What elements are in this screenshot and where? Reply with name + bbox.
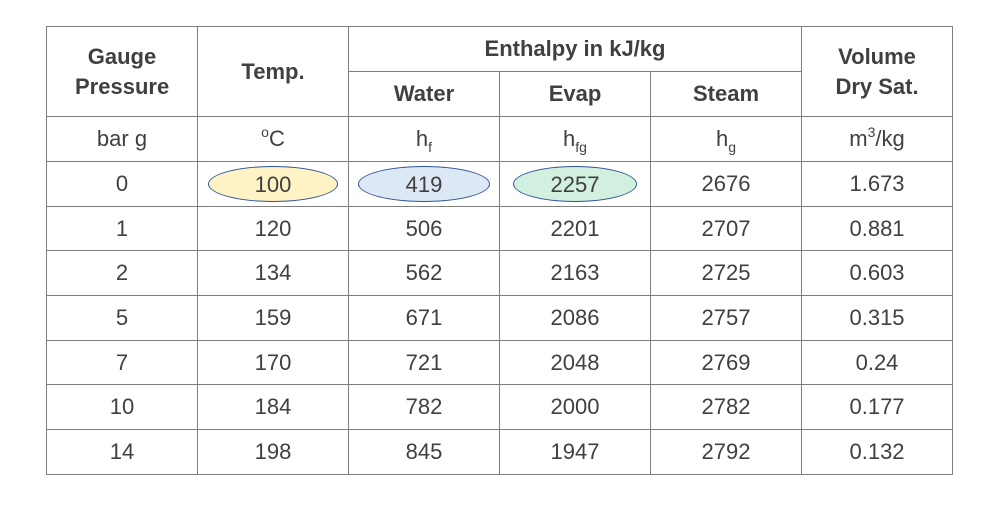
cell-volume: 0.315 xyxy=(801,295,954,341)
cell-water: 721 xyxy=(348,339,500,386)
cell-evap: 2086 xyxy=(499,295,651,341)
cell-temp: 120 xyxy=(197,205,349,252)
header-evap: Evap xyxy=(499,71,651,117)
highlight-oval-evap: 2257 xyxy=(513,165,637,202)
cell-evap: 2257 xyxy=(499,161,651,207)
highlight-oval-temp: 100 xyxy=(208,165,338,202)
cell-volume: 1.673 xyxy=(801,161,954,207)
table-row: 1 120 506 2201 2707 0.881 xyxy=(46,205,954,252)
cell-volume: 0.177 xyxy=(801,384,954,431)
cell-temp: 134 xyxy=(197,250,349,297)
unit-hf: hf xyxy=(348,116,500,162)
header-temp: Temp. xyxy=(197,26,349,117)
cell-water: 419 xyxy=(348,161,500,207)
cell-water: 506 xyxy=(348,205,500,252)
table-row: 2 134 562 2163 2725 0.603 xyxy=(46,250,954,297)
unit-temp: oC xyxy=(197,116,349,162)
cell-temp: 198 xyxy=(197,429,349,475)
cell-steam: 2792 xyxy=(649,429,803,475)
cell-temp: 159 xyxy=(197,295,349,341)
cell-volume: 0.132 xyxy=(801,429,954,475)
cell-steam: 2725 xyxy=(649,250,803,297)
cell-temp: 184 xyxy=(197,384,349,431)
header-volume: Volume Dry Sat. xyxy=(801,26,954,117)
cell-pressure: 7 xyxy=(46,339,198,386)
table-row: 5 159 671 2086 2757 0.315 xyxy=(46,295,954,341)
cell-water: 845 xyxy=(348,429,500,475)
cell-evap: 2163 xyxy=(499,250,651,297)
table-row: 14 198 845 1947 2792 0.132 xyxy=(46,429,954,475)
unit-hfg: hfg xyxy=(499,116,651,162)
cell-steam: 2676 xyxy=(649,161,803,207)
unit-hg: hg xyxy=(649,116,803,162)
highlight-oval-water: 419 xyxy=(358,165,490,202)
cell-steam: 2782 xyxy=(649,384,803,431)
cell-temp: 170 xyxy=(197,339,349,386)
header-gauge-pressure: Gauge Pressure xyxy=(46,26,198,117)
cell-water: 782 xyxy=(348,384,500,431)
header-water: Water xyxy=(348,71,500,117)
cell-water: 671 xyxy=(348,295,500,341)
cell-pressure: 2 xyxy=(46,250,198,297)
cell-temp: 100 xyxy=(197,161,349,207)
cell-volume: 0.603 xyxy=(801,250,954,297)
cell-evap: 1947 xyxy=(499,429,651,475)
cell-volume: 0.24 xyxy=(801,339,954,386)
cell-pressure: 0 xyxy=(46,161,198,207)
steam-table: Gauge Pressure Temp. Enthalpy in kJ/kg V… xyxy=(46,26,954,475)
unit-pressure: bar g xyxy=(46,116,198,162)
cell-evap: 2201 xyxy=(499,205,651,252)
cell-steam: 2769 xyxy=(649,339,803,386)
cell-pressure: 1 xyxy=(46,205,198,252)
header-enthalpy: Enthalpy in kJ/kg xyxy=(347,26,803,72)
table-row: 7 170 721 2048 2769 0.24 xyxy=(46,339,954,386)
table-row: 10 184 782 2000 2782 0.177 xyxy=(46,384,954,431)
cell-pressure: 14 xyxy=(46,429,198,475)
cell-pressure: 5 xyxy=(46,295,198,341)
cell-steam: 2707 xyxy=(649,205,803,252)
table-row: 0 100 419 2257 2676 1.673 xyxy=(46,161,954,207)
cell-pressure: 10 xyxy=(46,384,198,431)
cell-volume: 0.881 xyxy=(801,205,954,252)
unit-volume: m3/kg xyxy=(801,116,954,162)
cell-evap: 2000 xyxy=(499,384,651,431)
cell-evap: 2048 xyxy=(499,339,651,386)
units-row: bar g oC hf hfg hg m3/kg xyxy=(46,116,954,162)
cell-water: 562 xyxy=(348,250,500,297)
header-steam: Steam xyxy=(649,71,803,117)
cell-steam: 2757 xyxy=(649,295,803,341)
